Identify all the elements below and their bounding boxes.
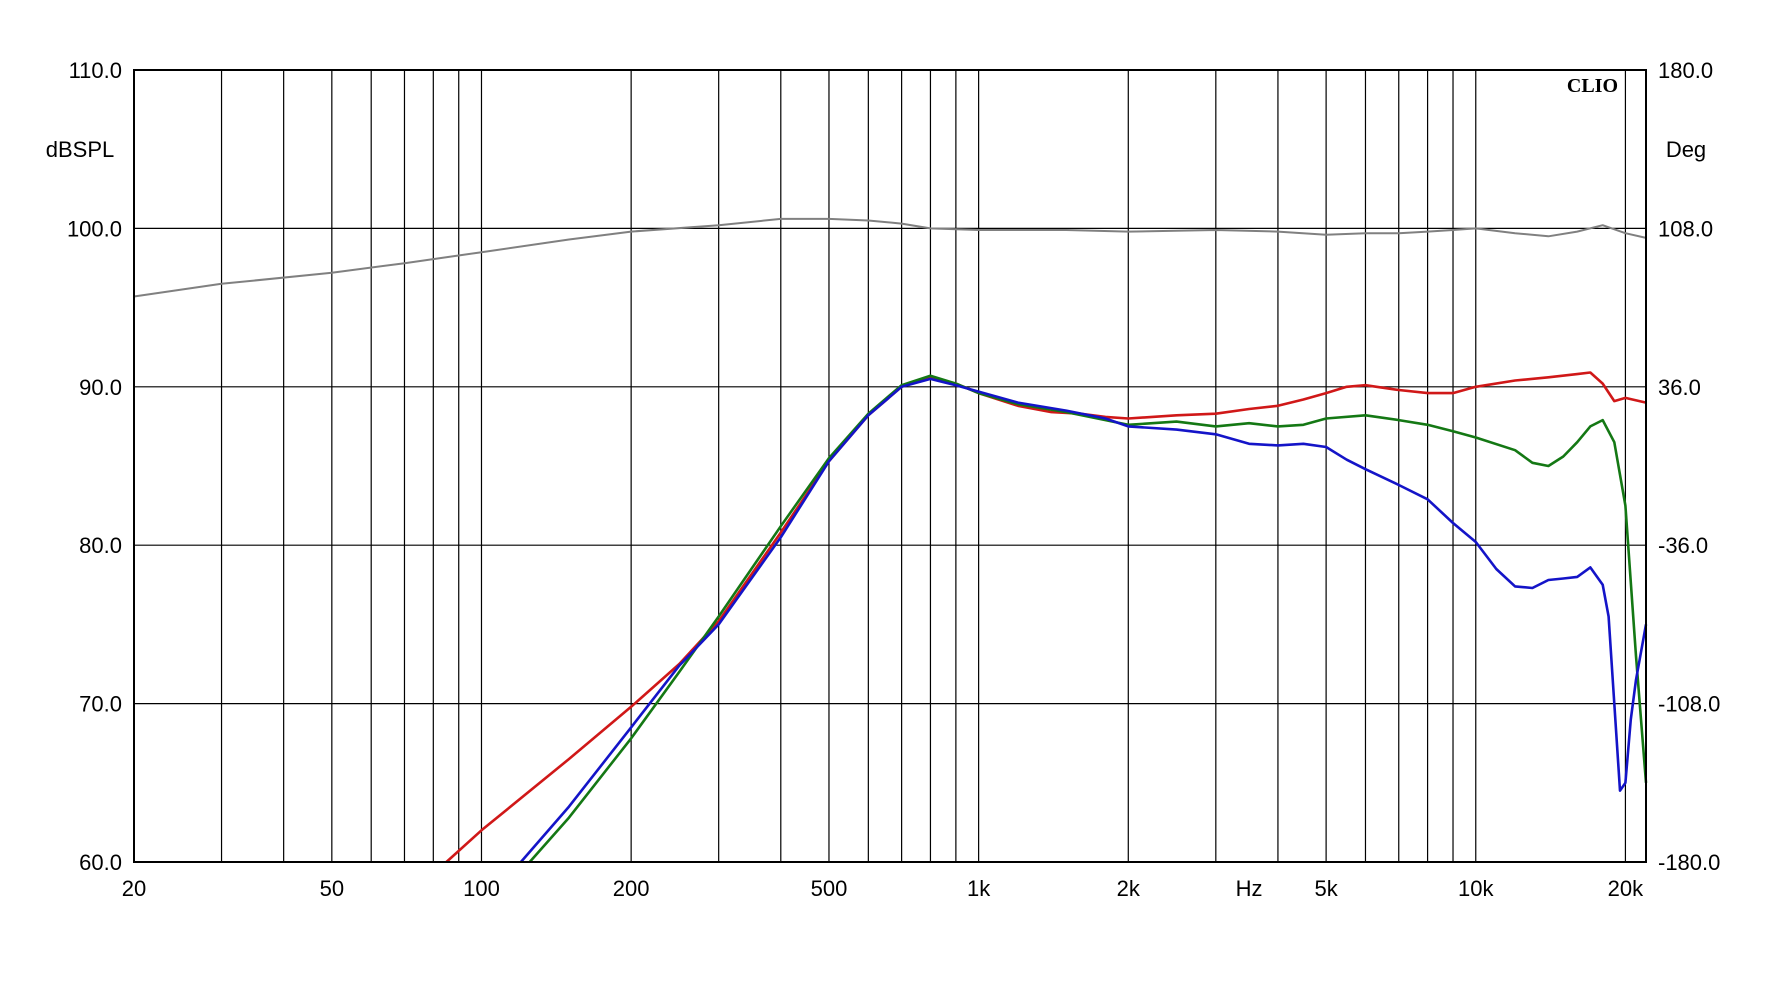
y-axis-right-unit: Deg	[1666, 137, 1706, 162]
x-tick-label: 10k	[1458, 876, 1494, 901]
y-tick-label-right: 180.0	[1658, 58, 1713, 83]
x-tick-label: 2k	[1117, 876, 1141, 901]
brand-logo-text: CLIO	[1567, 75, 1618, 97]
x-tick-label: 1k	[967, 876, 991, 901]
y-tick-label-left: 60.0	[79, 850, 122, 875]
x-tick-label: Hz	[1236, 876, 1263, 901]
y-tick-label-left: 100.0	[67, 216, 122, 241]
y-tick-label-left: 90.0	[79, 375, 122, 400]
x-tick-label: 100	[463, 876, 500, 901]
y-axis-left-unit: dBSPL	[46, 137, 115, 162]
series-line-1	[445, 371, 1647, 863]
y-tick-label-right: 108.0	[1658, 216, 1713, 241]
x-tick-label: 5k	[1314, 876, 1338, 901]
x-tick-label: 50	[320, 876, 344, 901]
series-layer	[133, 217, 1648, 863]
axis-labels: 20 50 100 200 500 1k 2k Hz 5k 10k 20k 110.0 100.0 90.…	[67, 58, 1720, 901]
x-tick-label: 20k	[1608, 876, 1644, 901]
y-tick-label-right: 36.0	[1658, 375, 1701, 400]
series-line-2	[528, 374, 1648, 863]
series-line-0	[133, 217, 1647, 298]
series-line-3	[519, 377, 1648, 863]
y-tick-label-left: 80.0	[79, 533, 122, 558]
x-tick-label: 200	[613, 876, 650, 901]
y-tick-label-right: -180.0	[1658, 850, 1720, 875]
y-tick-label-right: -108.0	[1658, 692, 1720, 717]
grid	[134, 70, 1646, 862]
x-tick-label: 20	[122, 876, 146, 901]
y-tick-label-left: 70.0	[79, 692, 122, 717]
y-tick-label-left: 110.0	[69, 58, 122, 83]
x-tick-label: 500	[811, 876, 848, 901]
y-tick-label-right: -36.0	[1658, 533, 1708, 558]
plot-frame	[133, 69, 1647, 863]
